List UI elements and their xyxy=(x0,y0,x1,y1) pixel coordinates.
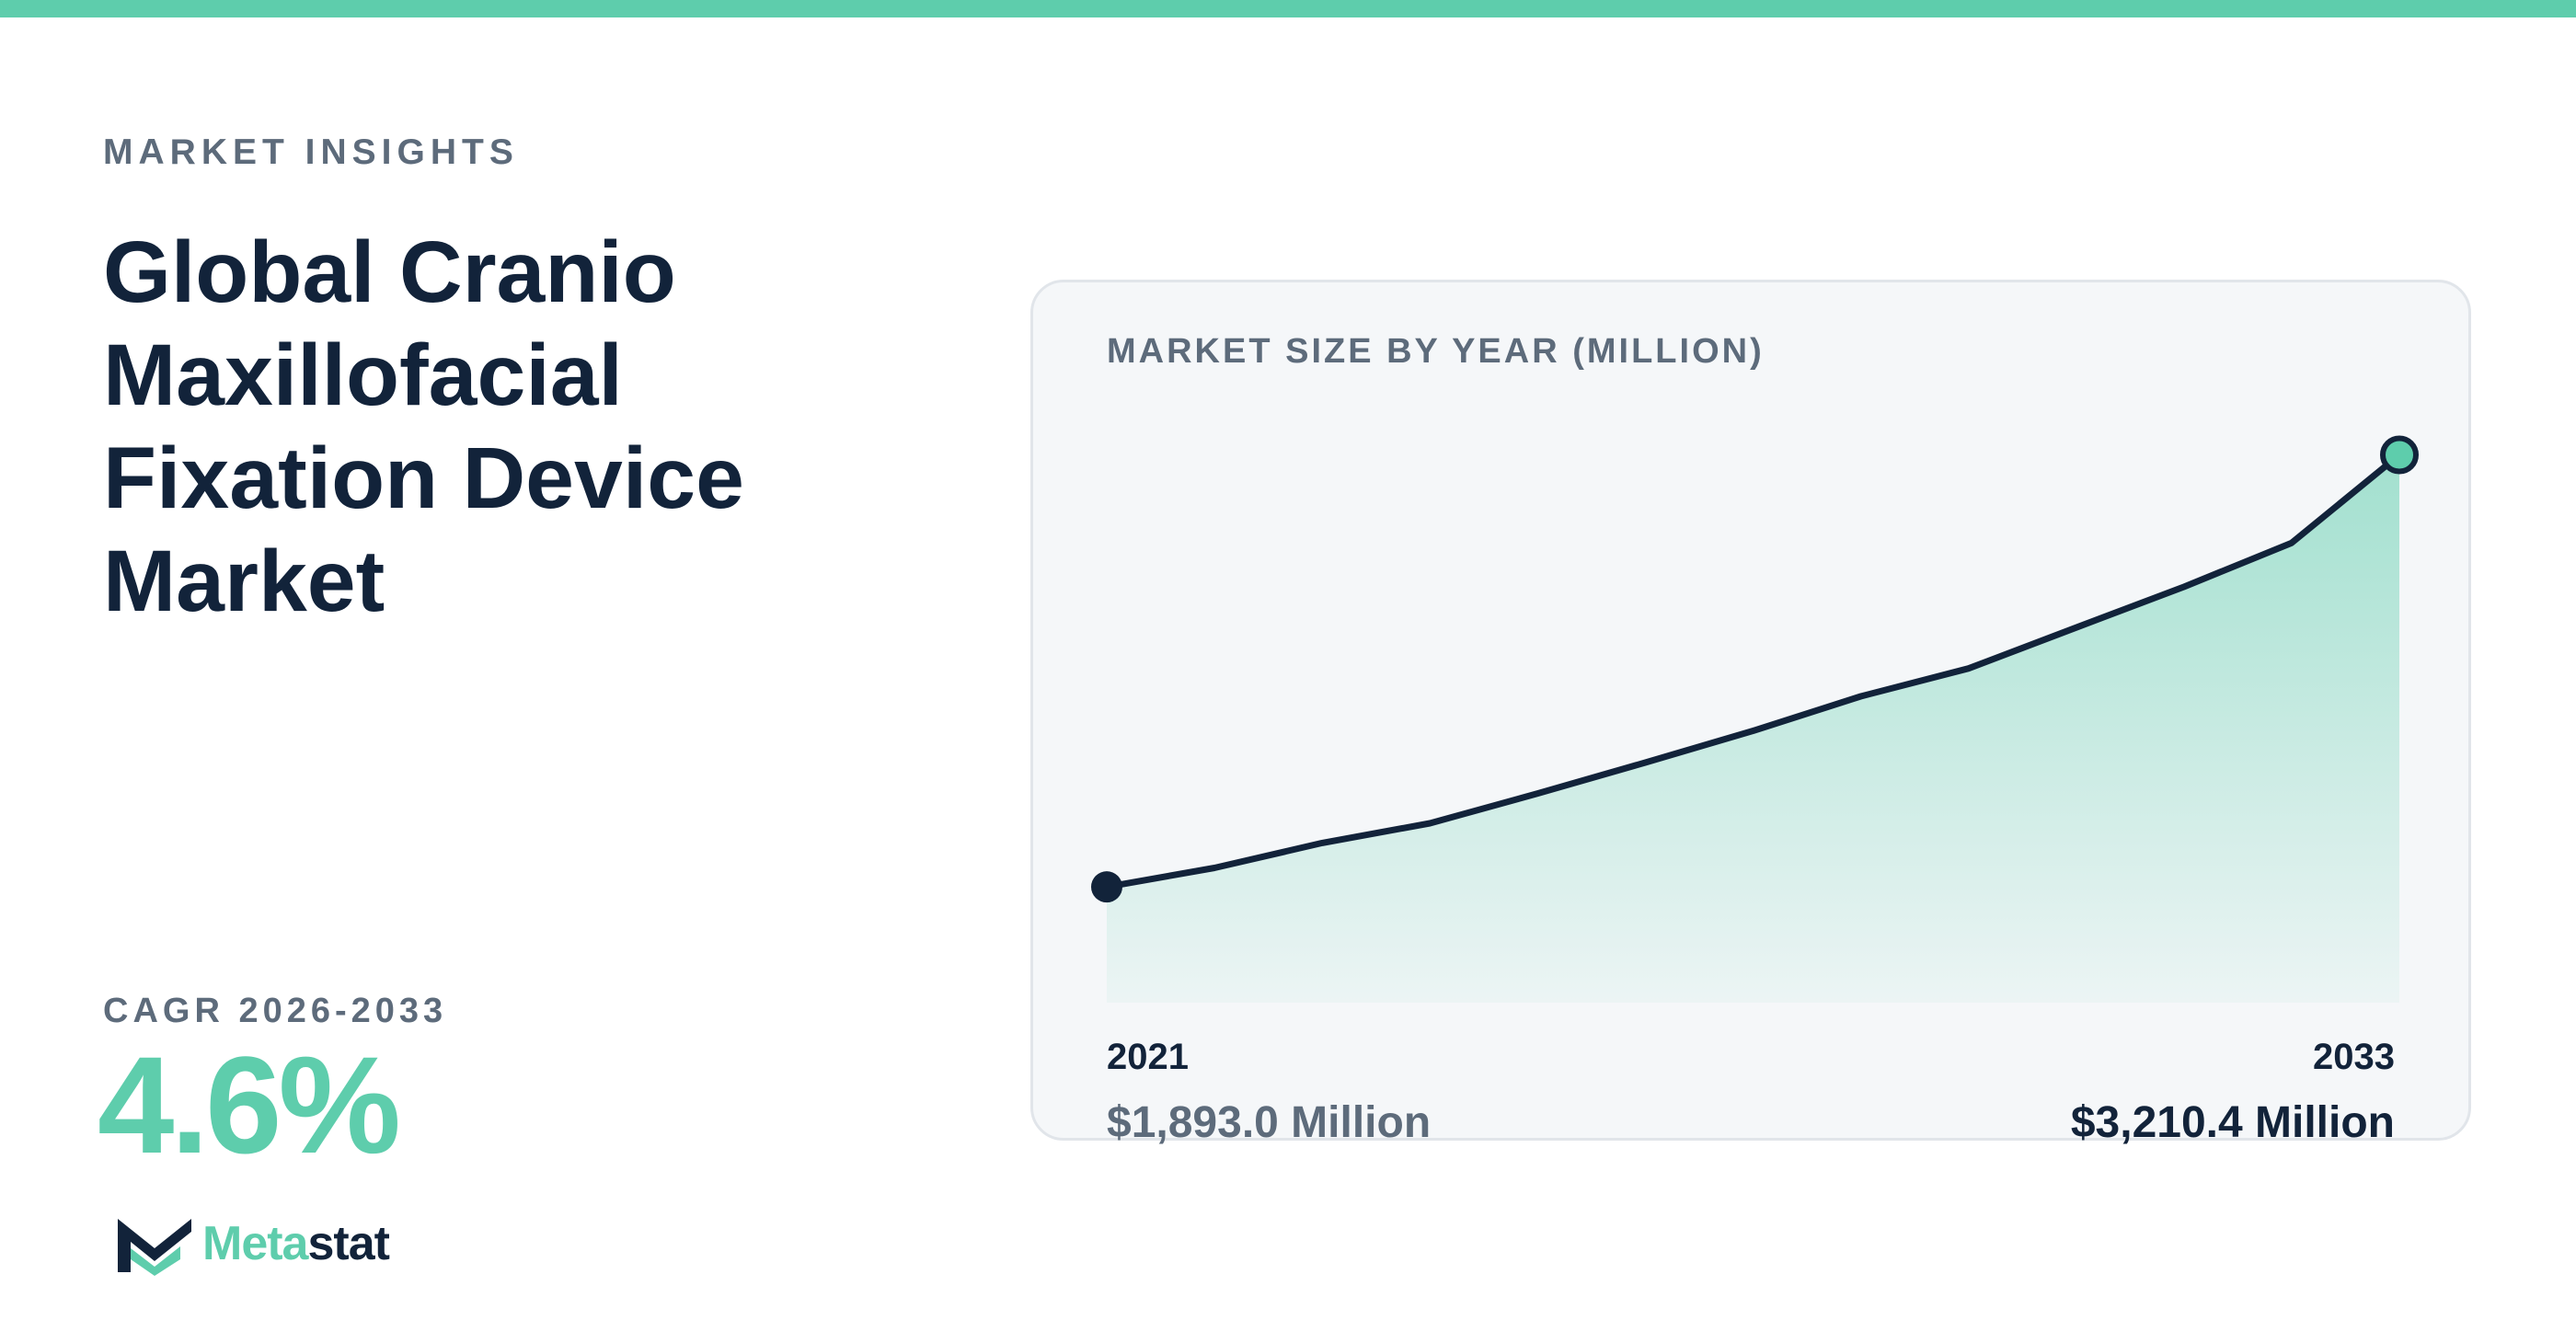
logo-wordmark: Metastat xyxy=(202,1217,390,1270)
end-year-label: 2033 xyxy=(2313,1037,2395,1077)
start-point-marker xyxy=(1091,871,1122,903)
metastat-logo: Metastat xyxy=(112,1211,390,1277)
chart-title: MARKET SIZE BY YEAR (MILLION) xyxy=(1107,332,1765,371)
area-fill xyxy=(1107,454,2399,1003)
start-year-label: 2021 xyxy=(1107,1037,1189,1077)
cagr-label: CAGR 2026-2033 xyxy=(103,992,448,1030)
logo-wordmark-rest: stat xyxy=(307,1217,389,1270)
series-line xyxy=(1103,452,2403,890)
end-value-label: $3,210.4 Million xyxy=(2070,1098,2395,1147)
end-point-marker xyxy=(2380,435,2419,475)
start-value-label: $1,893.0 Million xyxy=(1107,1098,1432,1147)
chart-card: MARKET SIZE BY YEAR (MILLION) 2021 2033 … xyxy=(1030,280,2471,1145)
metastat-m-logo-icon xyxy=(118,1219,191,1276)
page-title: Global Cranio Maxillofacial Fixation Dev… xyxy=(103,224,744,630)
logo-wordmark-accent: Meta xyxy=(202,1217,308,1270)
eyebrow-label: MARKET INSIGHTS xyxy=(103,132,519,172)
market-size-chart xyxy=(1091,435,2419,1003)
cagr-value: 4.6% xyxy=(98,1027,401,1182)
top-accent-bar xyxy=(0,0,2576,17)
